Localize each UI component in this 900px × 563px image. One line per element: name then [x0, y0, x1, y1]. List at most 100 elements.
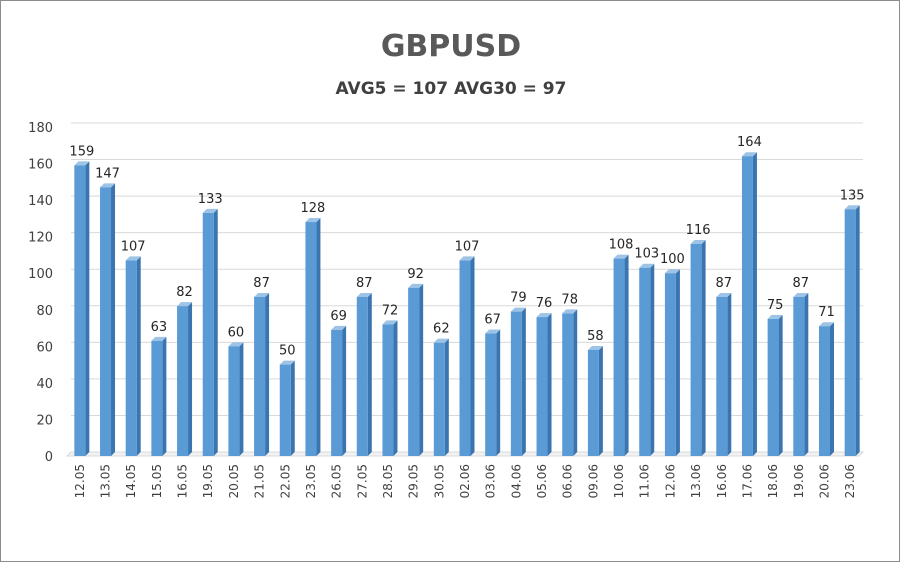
y-tick-label: 100 [28, 267, 53, 282]
x-tick-label: 10.06 [612, 464, 626, 498]
bar [562, 309, 578, 456]
data-label: 164 [737, 135, 762, 150]
bar-top [741, 152, 757, 157]
bar-side [265, 292, 270, 456]
bar-side [111, 183, 116, 457]
x-tick-label: 28.05 [381, 464, 395, 498]
x-tick-label: 04.06 [509, 464, 523, 498]
bar [74, 161, 90, 456]
x-tick-label: 13.06 [689, 464, 703, 498]
bar-side [752, 152, 757, 456]
bar-side [675, 269, 680, 456]
y-axis-ticks: 0 20 40 60 80 100 120 140 160 180 [28, 121, 53, 465]
x-tick-label: 02.06 [458, 464, 472, 498]
bar-front [74, 165, 86, 456]
bar-front [844, 209, 856, 456]
x-tick-label: 03.06 [484, 464, 498, 498]
bar-top [664, 269, 680, 274]
data-label: 87 [253, 276, 270, 291]
data-label: 72 [382, 303, 399, 318]
data-label: 71 [818, 305, 835, 320]
bar-side [727, 292, 732, 456]
bar-front [639, 267, 651, 456]
bar-top [100, 183, 116, 188]
x-tick-label: 16.06 [715, 464, 729, 498]
y-tick-label: 180 [28, 121, 53, 136]
data-label: 133 [198, 192, 223, 207]
data-label: 107 [121, 239, 146, 254]
data-label: 78 [561, 292, 578, 307]
x-tick-label: 21.05 [253, 464, 267, 498]
x-tick-label: 22.05 [278, 464, 292, 498]
bar [331, 325, 347, 456]
bar-top [254, 292, 270, 297]
data-label: 69 [330, 309, 347, 324]
data-label: 75 [767, 298, 784, 313]
bar-side [188, 302, 193, 456]
y-tick-label: 0 [45, 450, 53, 465]
x-tick-label: 19.06 [792, 464, 806, 498]
bar-front [690, 243, 702, 456]
bar-top [639, 263, 655, 268]
bar-side [393, 320, 398, 456]
data-label: 58 [587, 329, 604, 344]
bar-top [382, 320, 398, 325]
bar-front [510, 311, 522, 456]
x-axis-ticks: 12.05 13.05 14.05 15.05 16.05 19.05 20.05 21.05… [73, 464, 857, 498]
bar-top [536, 313, 552, 318]
data-label: 128 [301, 201, 326, 216]
bar-side [419, 283, 424, 456]
bar-side [316, 218, 321, 456]
bar-top [356, 292, 372, 297]
bar [690, 239, 706, 456]
data-label: 147 [95, 166, 120, 181]
bar-front [433, 342, 445, 456]
bar-side [239, 342, 244, 456]
data-label: 103 [634, 247, 659, 262]
bar-side [650, 263, 655, 456]
bar [228, 342, 244, 456]
bar-top [818, 322, 834, 327]
bar [100, 183, 116, 457]
bar [382, 320, 398, 456]
bar-side [778, 314, 783, 456]
bar-side [521, 307, 526, 456]
data-label: 87 [793, 276, 810, 291]
bar-front [125, 260, 137, 456]
bar-top [510, 307, 526, 312]
bar [408, 283, 424, 456]
data-label: 92 [407, 267, 424, 282]
x-tick-label: 12.05 [73, 464, 87, 498]
bar-front [305, 222, 317, 456]
bar-front [279, 364, 291, 456]
x-tick-label: 20.06 [817, 464, 831, 498]
bar-front [767, 318, 779, 456]
bar-front [536, 317, 548, 456]
bar-side [444, 338, 449, 456]
x-tick-label: 05.06 [535, 464, 549, 498]
y-tick-label: 160 [28, 158, 53, 173]
bar-top [74, 161, 90, 166]
x-tick-label: 18.06 [766, 464, 780, 498]
bar-side [213, 208, 218, 456]
data-label: 63 [151, 320, 168, 335]
x-tick-label: 23.05 [304, 464, 318, 498]
bar-side [367, 292, 372, 456]
data-label: 116 [686, 223, 711, 238]
bar [767, 314, 783, 456]
bar-top [716, 292, 732, 297]
data-label: 159 [69, 144, 94, 159]
bar [151, 336, 167, 456]
bar-front [664, 273, 676, 456]
y-tick-label: 80 [36, 304, 53, 319]
data-label: 135 [840, 188, 865, 203]
bar-side [470, 256, 475, 456]
bar [587, 345, 603, 456]
bar [639, 263, 655, 456]
bar-side [162, 336, 167, 456]
data-label: 50 [279, 344, 296, 359]
x-tick-label: 27.05 [355, 464, 369, 498]
bar-front [331, 329, 343, 456]
y-tick-label: 20 [36, 413, 53, 428]
